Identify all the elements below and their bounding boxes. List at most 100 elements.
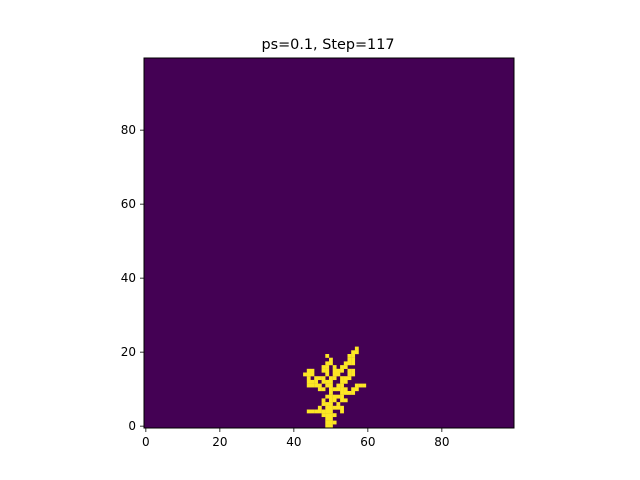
occupied-cell (340, 391, 344, 395)
occupied-cell (354, 387, 359, 392)
y-tick-label: 20 (121, 345, 136, 359)
y-tick-label: 0 (128, 419, 136, 433)
occupied-cell (351, 350, 356, 355)
occupied-cell (351, 357, 356, 362)
x-tick-label: 20 (212, 435, 227, 449)
occupied-cell (332, 372, 337, 377)
occupied-cell (329, 383, 333, 388)
occupied-cell (321, 365, 326, 369)
occupied-cell (343, 398, 348, 403)
occupied-cell (332, 413, 337, 418)
plot-frame (143, 57, 515, 429)
occupied-cell (347, 361, 352, 366)
y-tick-label: 40 (121, 271, 136, 285)
occupied-cell (310, 372, 315, 377)
occupied-cell (306, 379, 311, 384)
occupied-cell (332, 398, 337, 403)
occupied-cells (303, 346, 367, 429)
chart-title: ps=0.1, Step=117 (261, 37, 394, 53)
occupied-cell (321, 376, 326, 381)
occupied-cell (310, 383, 315, 388)
occupied-cell (332, 394, 337, 399)
occupied-cell (329, 424, 333, 429)
occupied-cell (336, 368, 341, 373)
occupied-cell (314, 376, 319, 381)
occupied-cell (303, 372, 307, 377)
occupied-cell (332, 365, 337, 369)
occupied-cell (325, 420, 330, 425)
occupied-cell (317, 405, 322, 410)
occupied-cell (317, 383, 322, 388)
occupied-cell (317, 387, 322, 392)
occupied-cell (329, 416, 333, 421)
occupied-cell (321, 387, 326, 392)
occupied-cell (354, 350, 359, 355)
occupied-cell (325, 416, 330, 421)
occupied-cell (347, 357, 352, 362)
occupied-cell (321, 398, 326, 403)
occupied-cell (351, 387, 356, 392)
x-axis: 0 20 40 60 80 (142, 428, 449, 449)
occupied-cell (343, 391, 348, 395)
occupied-cell (336, 402, 341, 406)
occupied-cell (325, 413, 330, 418)
occupied-cell (351, 372, 356, 377)
occupied-cell (314, 379, 319, 384)
occupied-cell (340, 376, 344, 381)
occupied-cell (336, 394, 341, 399)
x-tick-label: 60 (360, 435, 375, 449)
occupied-cell (325, 424, 330, 429)
occupied-cell (310, 379, 315, 384)
occupied-cell (351, 368, 356, 373)
occupied-cell (347, 372, 352, 377)
occupied-cell (336, 383, 341, 388)
occupied-cell (306, 376, 311, 381)
occupied-cell (321, 379, 326, 384)
occupied-cell (354, 383, 359, 388)
occupied-cell (306, 368, 311, 373)
occupied-cell (325, 405, 330, 410)
occupied-cell (340, 398, 344, 403)
occupied-cell (332, 420, 337, 425)
occupied-cell (329, 379, 333, 384)
occupied-cell (340, 383, 344, 388)
occupied-cell (340, 368, 344, 373)
occupied-cell (317, 376, 322, 381)
occupied-cell (343, 387, 348, 392)
occupied-cell (321, 368, 326, 373)
occupied-cell (332, 405, 337, 410)
occupied-cell (336, 405, 341, 410)
occupied-cell (314, 409, 319, 414)
occupied-cell (362, 383, 367, 388)
occupied-cell (329, 387, 333, 392)
occupied-cell (325, 402, 330, 406)
occupied-cell (329, 357, 333, 362)
occupied-cell (358, 383, 363, 388)
occupied-cell (340, 365, 344, 369)
y-tick-label: 80 (121, 123, 136, 137)
occupied-cell (332, 376, 337, 381)
occupied-cell (343, 365, 348, 369)
occupied-cell (347, 354, 352, 358)
occupied-cell (325, 394, 330, 399)
occupied-cell (340, 394, 344, 399)
x-tick-label: 0 (142, 435, 150, 449)
x-tick-label: 40 (286, 435, 301, 449)
occupied-cell (340, 405, 344, 410)
occupied-cell (325, 409, 330, 414)
occupied-cell (351, 391, 356, 395)
occupied-cell (329, 391, 333, 395)
occupied-cell (329, 376, 333, 381)
occupied-cell (329, 405, 333, 410)
occupied-cell (325, 365, 330, 369)
occupied-cell (306, 372, 311, 377)
occupied-cell (321, 409, 326, 414)
occupied-cell (329, 361, 333, 366)
occupied-cell (340, 379, 344, 384)
occupied-cell (329, 394, 333, 399)
occupied-cell (325, 361, 330, 366)
occupied-cell (310, 409, 315, 414)
occupied-cell (317, 409, 322, 414)
occupied-cell (325, 379, 330, 384)
